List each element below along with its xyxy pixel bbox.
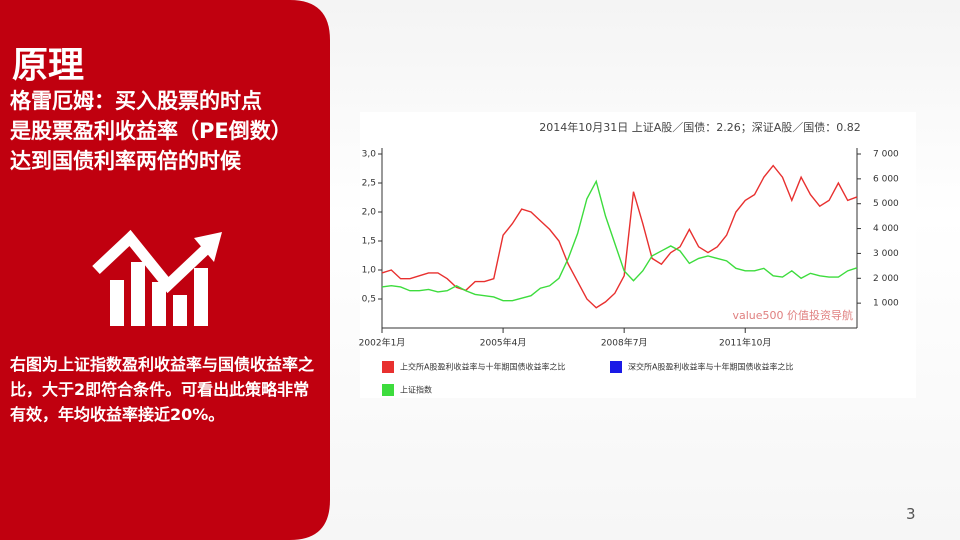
growth-icon — [92, 229, 222, 326]
y-tick-label: 3,0 — [362, 150, 377, 160]
y2-tick-label: 2 000 — [873, 274, 899, 284]
y2-tick-label: 1 000 — [873, 299, 899, 309]
y-tick-label: 0,5 — [362, 295, 376, 305]
y2-tick-label: 7 000 — [873, 150, 899, 160]
slide-title: 原理 — [12, 45, 85, 86]
chart-title: 2014年10月31日 上证A股／国债：2.26；深证A股／国债：0.82 — [539, 120, 861, 134]
subtitle-line: 达到国债利率两倍的时候 — [10, 149, 241, 173]
series-line — [381, 179, 858, 302]
legend-swatch — [382, 384, 394, 396]
watermark: value500 价值投资导航 — [732, 308, 853, 322]
legend-label: 上证指数 — [400, 385, 432, 395]
y2-tick-label: 6 000 — [873, 174, 899, 184]
x-tick-label: 2008年7月 — [601, 337, 648, 349]
x-tick-label: 2002年1月 — [359, 337, 406, 349]
chart-panel — [360, 112, 916, 398]
y-tick-label: 2,5 — [362, 179, 376, 189]
legend-swatch — [610, 361, 622, 373]
page-number: 3 — [906, 505, 916, 523]
y-tick-label: 2,0 — [362, 208, 377, 218]
legend-label: 深交所A股盈利收益率与十年期国债收益率之比 — [628, 362, 793, 372]
y-tick-label: 1,5 — [362, 237, 376, 247]
y-tick-label: 1,0 — [362, 266, 377, 276]
x-tick-label: 2005年4月 — [480, 337, 527, 349]
subtitle-line: 格雷厄姆：买入股票的时点 — [10, 89, 262, 113]
subtitle: 格雷厄姆：买入股票的时点 是股票盈利收益率（PE倒数） 达到国债利率两倍的时候 — [10, 86, 292, 176]
chart: 2014年10月31日 上证A股／国债：2.26；深证A股／国债：0.82 0,5… — [359, 120, 899, 396]
y2-tick-label: 3 000 — [873, 249, 899, 259]
description: 右图为上证指数盈利收益率与国债收益率之比，大于2即符合条件。可看出此策略非常有效… — [10, 355, 315, 424]
y2-tick-label: 5 000 — [873, 199, 899, 209]
x-tick-label: 2011年10月 — [719, 337, 771, 349]
red-panel — [0, 0, 330, 540]
subtitle-line: 是股票盈利收益率（PE倒数） — [10, 119, 292, 143]
legend-label: 上交所A股盈利收益率与十年期国债收益率之比 — [400, 362, 565, 372]
legend-swatch — [382, 361, 394, 373]
y2-tick-label: 4 000 — [873, 224, 899, 234]
